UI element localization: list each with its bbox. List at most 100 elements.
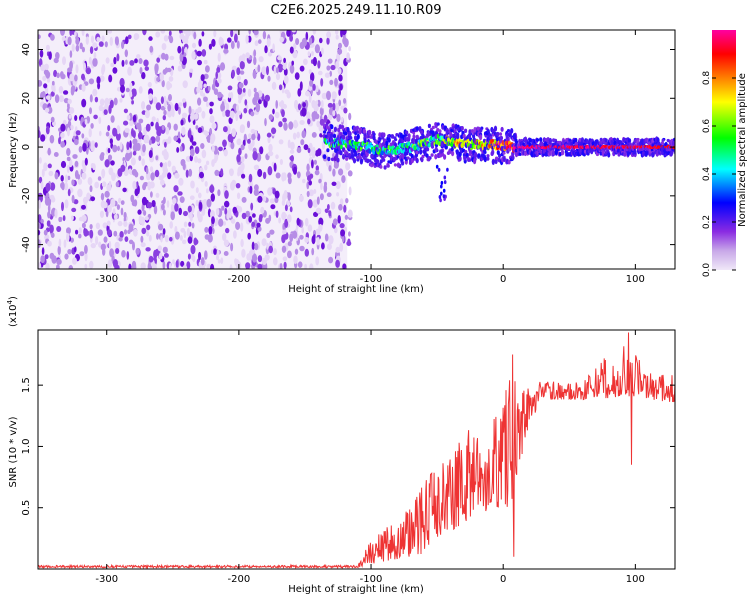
- noise-speck: [235, 112, 239, 121]
- noise-speck: [289, 233, 294, 243]
- band-halo: [355, 125, 359, 131]
- noise-speck: [258, 99, 262, 105]
- noise-speck: [111, 172, 116, 182]
- noise-speck: [197, 158, 202, 164]
- noise-speck: [228, 117, 233, 125]
- noise-speck: [182, 35, 187, 44]
- noise-speck: [339, 223, 345, 229]
- band-halo: [623, 152, 627, 157]
- noise-speck: [138, 118, 144, 124]
- noise-speck: [295, 38, 300, 45]
- noise-speck: [89, 260, 94, 269]
- noise-speck: [66, 147, 71, 157]
- noise-speck: [38, 157, 42, 164]
- noise-speck: [319, 193, 324, 201]
- band-halo: [363, 138, 367, 144]
- noise-speck: [247, 88, 252, 97]
- band-halo: [578, 137, 582, 142]
- noise-speck: [60, 160, 67, 169]
- noise-speck: [320, 182, 323, 191]
- noise-speck: [329, 70, 333, 77]
- noise-speck: [267, 166, 273, 176]
- band-core: [339, 144, 343, 150]
- noise-speck: [85, 36, 89, 45]
- noise-speck: [188, 168, 193, 177]
- band-halo: [496, 131, 500, 137]
- noise-speck: [332, 168, 336, 177]
- noise-speck: [334, 226, 338, 234]
- noise-speck: [69, 60, 73, 70]
- noise-speck: [304, 248, 309, 257]
- noise-speck: [217, 259, 221, 264]
- noise-speck: [155, 31, 161, 38]
- band-halo: [489, 136, 493, 140]
- noise-speck: [338, 204, 343, 211]
- band-halo: [612, 137, 617, 142]
- noise-speck: [216, 254, 219, 261]
- band-halo: [354, 152, 358, 157]
- noise-speck: [152, 96, 158, 105]
- noise-speck: [148, 139, 152, 146]
- band-halo: [334, 148, 338, 153]
- noise-speck: [282, 117, 287, 123]
- noise-speck: [204, 226, 209, 233]
- noise-speck: [138, 215, 143, 225]
- noise-speck: [287, 176, 292, 185]
- band-core: [407, 141, 411, 147]
- noise-speck: [58, 86, 64, 94]
- noise-speck: [49, 224, 54, 234]
- noise-speck: [204, 164, 208, 171]
- noise-speck: [164, 53, 169, 61]
- noise-speck: [74, 246, 77, 253]
- noise-speck: [88, 78, 95, 85]
- noise-speck: [278, 217, 281, 224]
- noise-speck: [335, 61, 340, 69]
- noise-speck: [196, 86, 201, 94]
- noise-speck: [334, 77, 338, 87]
- noise-speck: [301, 226, 305, 234]
- noise-speck: [245, 34, 249, 45]
- band-halo: [543, 141, 548, 148]
- noise-speck: [77, 178, 83, 185]
- noise-speck: [92, 42, 98, 49]
- noise-speck: [328, 210, 332, 217]
- noise-speck: [75, 130, 81, 136]
- band-halo: [657, 141, 661, 146]
- band-halo: [496, 150, 500, 156]
- noise-speck: [240, 222, 244, 232]
- noise-speck: [240, 144, 245, 151]
- noise-speck: [45, 262, 50, 269]
- noise-speck: [107, 30, 113, 34]
- noise-speck: [178, 102, 183, 107]
- snr-y-label: SNR (10 * v/v): [8, 416, 19, 487]
- x-tick-label: -200: [228, 574, 251, 585]
- noise-speck: [220, 168, 224, 177]
- noise-speck: [150, 191, 153, 198]
- noise-speck: [140, 235, 144, 243]
- noise-speck: [257, 263, 263, 269]
- noise-speck: [245, 52, 250, 59]
- noise-speck: [56, 258, 62, 265]
- noise-speck: [277, 63, 283, 73]
- noise-speck: [348, 186, 352, 196]
- noise-speck: [267, 75, 271, 82]
- noise-speck: [127, 34, 132, 40]
- noise-speck: [195, 187, 199, 194]
- noise-speck: [224, 43, 229, 51]
- band-halo: [327, 156, 331, 162]
- noise-speck: [168, 30, 172, 36]
- noise-speck: [312, 30, 317, 35]
- noise-speck: [112, 208, 116, 215]
- noise-speck: [243, 107, 248, 114]
- noise-speck: [197, 127, 203, 134]
- band-core: [450, 142, 454, 147]
- noise-speck: [124, 49, 128, 58]
- noise-speck: [254, 91, 260, 100]
- noise-speck: [67, 249, 72, 255]
- noise-speck: [163, 253, 169, 258]
- band-halo: [468, 158, 472, 162]
- noise-speck: [83, 62, 86, 71]
- noise-speck: [203, 96, 208, 102]
- noise-speck: [133, 33, 140, 40]
- noise-speck: [67, 175, 71, 181]
